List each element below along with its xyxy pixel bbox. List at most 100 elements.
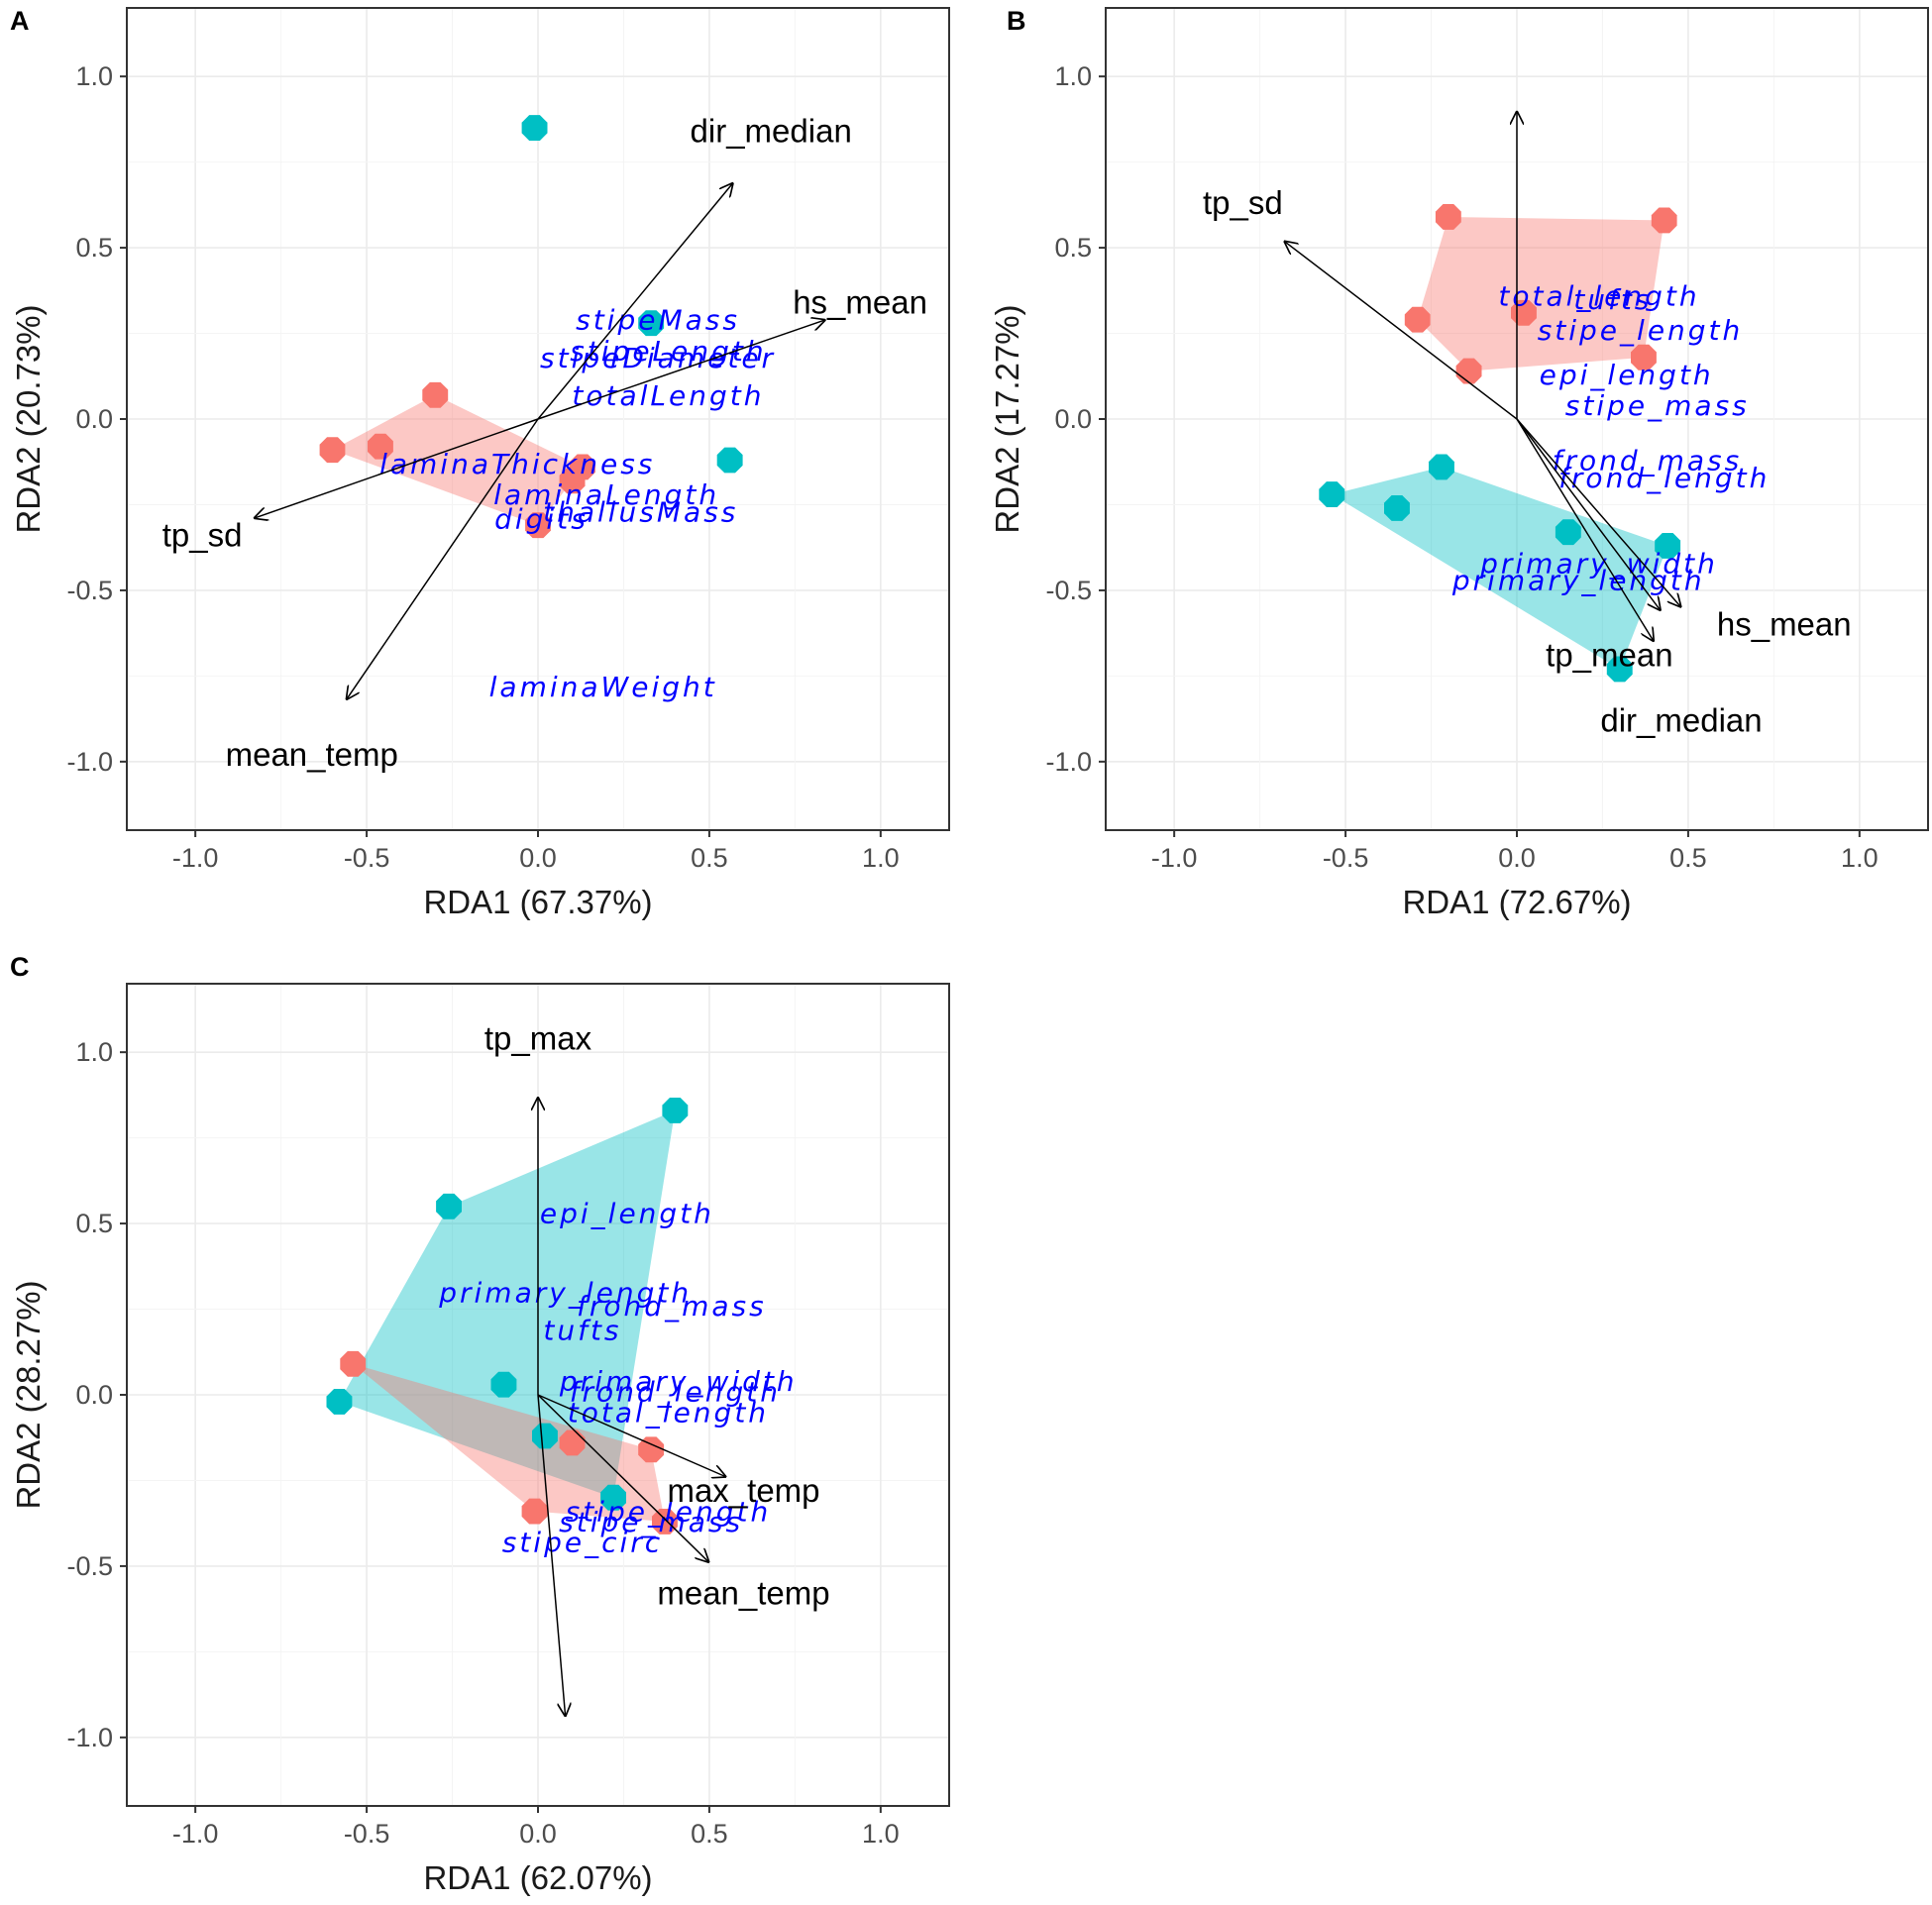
site-point-cyan — [1606, 656, 1633, 683]
species-label: frond_length — [1558, 462, 1770, 494]
site-point-red — [1651, 207, 1677, 234]
site-point-cyan — [1655, 533, 1681, 559]
species-label: stipe_circ — [502, 1527, 663, 1559]
site-point-cyan — [436, 1193, 462, 1219]
x-tick-label: 1.0 — [862, 843, 900, 873]
site-point-red — [1435, 204, 1461, 230]
y-tick-label: -0.5 — [1045, 576, 1092, 605]
env-arrow — [346, 418, 539, 700]
y-tick-label: 1.0 — [75, 61, 113, 91]
site-point-red — [559, 468, 586, 494]
site-point-red — [1455, 358, 1482, 384]
x-axis-title: RDA1 (72.67%) — [1402, 884, 1631, 920]
env-arrow-label: tp_mean — [1546, 637, 1672, 674]
y-tick-label: 0.5 — [75, 1209, 113, 1238]
hull-cyan — [339, 1111, 676, 1498]
x-tick-label: 1.0 — [1841, 843, 1878, 873]
hull-cyan — [1332, 467, 1668, 670]
y-axis-title: RDA2 (20.73%) — [10, 304, 47, 533]
x-tick-label: 0.0 — [519, 843, 557, 873]
site-point-red — [422, 381, 449, 408]
site-point-red — [368, 433, 393, 460]
site-point-cyan — [1429, 454, 1454, 480]
env-arrow-label: mean_temp — [657, 1575, 829, 1612]
env-arrow-label: dir_median — [691, 113, 852, 150]
site-point-cyan — [1555, 519, 1581, 546]
y-tick-label: 0.0 — [75, 1380, 113, 1410]
env-arrow-label: max_temp — [667, 1472, 819, 1509]
site-point-red — [1631, 344, 1657, 370]
site-point-cyan — [532, 1423, 558, 1449]
x-tick-label: -1.0 — [172, 1819, 219, 1849]
species-label: stipeLength — [570, 335, 766, 368]
x-tick-label: 0.5 — [691, 1819, 728, 1849]
site-point-cyan — [521, 115, 548, 141]
site-point-red — [1404, 306, 1431, 333]
x-tick-label: 0.0 — [1498, 843, 1536, 873]
site-point-red — [559, 1429, 586, 1456]
env-arrow-label: hs_mean — [1717, 606, 1852, 643]
x-tick-label: -0.5 — [344, 843, 390, 873]
env-arrow — [1516, 418, 1661, 611]
species-label: total_length — [568, 1396, 769, 1429]
panel-letter: A — [10, 6, 30, 36]
species-label: digits — [494, 502, 589, 535]
y-tick-label: 0.0 — [75, 404, 113, 434]
site-point-red — [319, 437, 346, 464]
env-arrow-label: mean_temp — [226, 736, 398, 773]
env-arrow — [1284, 241, 1518, 420]
env-arrow-label: tp_max — [484, 1019, 592, 1056]
site-point-cyan — [638, 310, 665, 337]
y-tick-label: -1.0 — [66, 747, 113, 777]
species-label: primary_length — [438, 1276, 692, 1309]
y-axis-title: RDA2 (17.27%) — [989, 304, 1025, 533]
site-point-cyan — [662, 1098, 689, 1123]
site-point-red — [521, 1498, 548, 1525]
env-arrow — [537, 320, 826, 420]
species-label: stipeMass — [576, 304, 740, 337]
species-label: thallusMass — [543, 495, 738, 528]
species-label: tufts — [1573, 283, 1652, 316]
y-tick-label: -0.5 — [66, 576, 113, 605]
hull-red — [1417, 217, 1664, 371]
site-point-cyan — [1384, 495, 1410, 521]
species-label: total_length — [1498, 280, 1699, 313]
site-point-red — [340, 1350, 367, 1377]
hull-red — [353, 1363, 665, 1522]
species-label: laminaLength — [493, 478, 719, 511]
species-label: frond_mass — [577, 1290, 767, 1323]
site-point-cyan — [490, 1371, 517, 1398]
x-tick-label: -0.5 — [1323, 843, 1369, 873]
site-point-cyan — [1319, 481, 1345, 507]
env-arrow — [537, 182, 733, 420]
env-arrow — [1516, 418, 1681, 607]
species-label: primary_width — [559, 1365, 798, 1398]
species-label: epi_length — [540, 1198, 714, 1230]
x-tick-label: -1.0 — [172, 843, 219, 873]
x-tick-label: 1.0 — [862, 1819, 900, 1849]
panel-letter: C — [10, 952, 30, 982]
site-point-cyan — [600, 1484, 626, 1511]
x-axis-title: RDA1 (62.07%) — [423, 1859, 652, 1896]
species-label: stipe_mass — [1565, 389, 1750, 422]
species-label: primary_width — [1479, 547, 1718, 580]
species-label: tufts — [543, 1314, 621, 1346]
species-label: stipeDiameter — [540, 342, 776, 374]
x-tick-label: 0.0 — [519, 1819, 557, 1849]
species-label: epi_length — [1540, 359, 1714, 391]
env-arrow — [254, 418, 539, 518]
site-point-red — [638, 1436, 665, 1463]
env-arrow — [537, 1394, 709, 1562]
env-arrow-label: hs_mean — [793, 283, 927, 320]
env-arrow — [537, 1394, 566, 1717]
x-tick-label: -1.0 — [1151, 843, 1198, 873]
site-point-red — [525, 512, 551, 539]
site-point-cyan — [716, 447, 743, 474]
env-arrow-label: tp_sd — [1203, 184, 1283, 221]
species-label: totalLength — [572, 379, 764, 412]
y-tick-label: 1.0 — [75, 1037, 113, 1067]
species-label: laminaThickness — [379, 448, 655, 480]
